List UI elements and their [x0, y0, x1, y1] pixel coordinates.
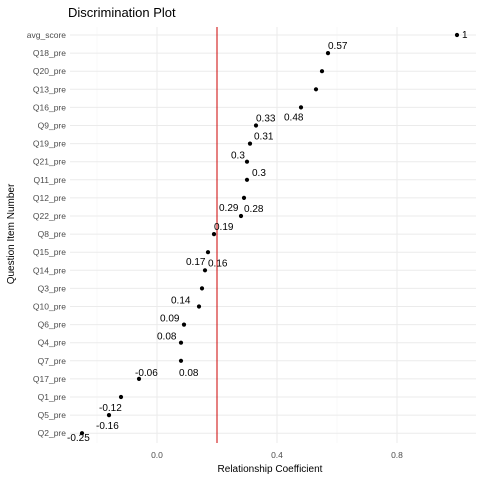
x-tick-labels: 0.0 0.4 0.8 — [151, 450, 403, 460]
y-tick-label: avg_score — [27, 30, 66, 40]
x-tick-label: 0.4 — [271, 450, 283, 460]
data-label: 0.17 — [186, 257, 206, 268]
chart-title: Discrimination Plot — [68, 5, 176, 20]
data-point — [178, 340, 184, 345]
data-label: -0.16 — [96, 421, 119, 432]
y-tick-label: Q15_pre — [33, 247, 66, 257]
y-tick-label: Q6_pre — [38, 320, 67, 330]
data-point — [205, 250, 211, 255]
data-label: 0.29 — [219, 203, 239, 214]
y-tick-label: Q20_pre — [33, 66, 66, 76]
y-tick-label: Q12_pre — [33, 193, 66, 203]
data-point — [244, 159, 250, 164]
data-point — [118, 394, 124, 400]
y-tick-label: Q18_pre — [33, 48, 66, 58]
data-label: 0.48 — [284, 112, 304, 123]
y-tick-label: Q22_pre — [33, 211, 66, 221]
data-point — [325, 51, 331, 56]
y-tick-label: Q3_pre — [38, 283, 67, 293]
x-tick-label: 0.0 — [151, 450, 163, 460]
data-point — [313, 87, 319, 92]
data-point — [181, 322, 187, 327]
data-label: 0.16 — [208, 258, 228, 269]
data-label: 0.33 — [256, 114, 276, 125]
data-label: 0.31 — [254, 132, 274, 143]
data-label: -0.25 — [67, 433, 90, 444]
grid — [70, 27, 476, 443]
data-label: 0.08 — [157, 332, 177, 343]
data-label: 0.3 — [231, 151, 245, 162]
y-tick-label: Q5_pre — [38, 410, 67, 420]
data-label: 0.28 — [244, 204, 264, 215]
y-axis-title: Question Item Number — [6, 183, 17, 284]
y-tick-label: Q14_pre — [33, 265, 66, 275]
data-label: -0.06 — [135, 368, 158, 379]
data-label: 1 — [462, 30, 468, 41]
data-point — [202, 268, 208, 273]
x-tick-label: 0.8 — [391, 450, 403, 460]
data-point — [319, 69, 325, 74]
x-axis-title: Relationship Coefficient — [218, 464, 323, 475]
y-tick-label: Q17_pre — [33, 374, 66, 384]
y-tick-label: Q8_pre — [38, 229, 67, 239]
data-point — [79, 431, 85, 436]
y-tick-label: Q9_pre — [38, 121, 67, 131]
data-point — [247, 141, 253, 146]
y-tick-labels: avg_score Q18_pre Q20_pre Q13_pre Q16_pre Q9_… — [27, 30, 66, 438]
data-label: 0.14 — [171, 296, 191, 307]
y-tick-label: Q1_pre — [38, 392, 67, 402]
data-label: 0.08 — [179, 368, 199, 379]
data-point — [253, 123, 259, 128]
points — [79, 32, 460, 436]
data-label: 0.57 — [328, 41, 348, 52]
y-tick-label: Q2_pre — [38, 428, 67, 438]
y-tick-label: Q4_pre — [38, 338, 67, 348]
y-tick-label: Q16_pre — [33, 102, 66, 112]
data-label: 0.19 — [214, 222, 234, 233]
data-point — [298, 105, 304, 110]
data-point — [454, 32, 460, 38]
y-tick-label: Q13_pre — [33, 84, 66, 94]
y-tick-label: Q21_pre — [33, 157, 66, 167]
y-tick-label: Q7_pre — [38, 356, 67, 366]
data-point — [106, 413, 112, 418]
data-point — [211, 232, 217, 237]
y-tick-label: Q19_pre — [33, 139, 66, 149]
data-point — [199, 286, 205, 291]
data-labels: 10.570.480.330.310.30.30.29 0.280.190.17 0… — [67, 30, 468, 444]
data-point — [238, 213, 244, 219]
y-tick-label: Q10_pre — [33, 302, 66, 312]
data-point — [178, 358, 184, 363]
data-point — [136, 376, 142, 381]
data-label: 0.09 — [160, 314, 180, 325]
data-label: 0.3 — [252, 168, 266, 179]
data-point — [241, 195, 247, 200]
data-point — [196, 304, 202, 309]
data-label: -0.12 — [99, 403, 122, 414]
data-point — [244, 177, 250, 182]
y-tick-label: Q11_pre — [34, 175, 67, 185]
